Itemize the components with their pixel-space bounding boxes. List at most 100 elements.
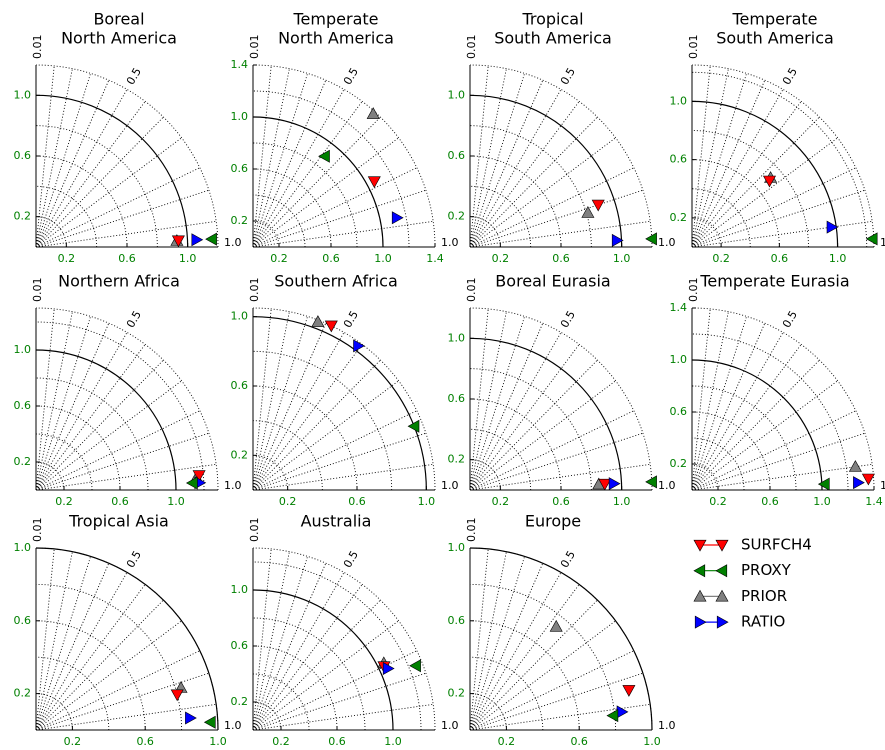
corr-tick-label: 0.01 <box>31 517 44 542</box>
corr-grid-line <box>469 189 644 248</box>
data-marker <box>861 473 875 486</box>
corr-grid-line <box>691 68 729 248</box>
panel-title: South America <box>494 29 612 48</box>
corr-grid-line <box>35 80 110 248</box>
corr-grid-line <box>252 89 345 248</box>
data-marker <box>353 339 365 353</box>
std-grid-arc <box>469 155 562 248</box>
corr-grid-line <box>469 116 598 248</box>
reference-arc <box>252 316 427 491</box>
x-tick-label: 0.6 <box>348 495 366 508</box>
taylor-panel: 0.2 0.6 1.0 0.2 0.6 1.0 0.01 0.5 1.0 BorealNorth … <box>14 10 242 266</box>
corr-grid-line <box>252 556 309 731</box>
corr-grid-line <box>469 73 526 248</box>
x-tick-label: 0.2 <box>492 495 510 508</box>
data-marker <box>581 205 595 218</box>
corr-grid-line <box>35 167 200 248</box>
panel-title: Temperate <box>293 10 379 29</box>
corr-grid-line <box>252 332 345 491</box>
corr-grid-line <box>469 101 580 248</box>
legend-marker <box>715 564 728 578</box>
corr-grid-line <box>252 548 272 731</box>
y-tick-label: 1.0 <box>231 110 249 123</box>
corr-grid-line <box>35 703 217 731</box>
corr-grid-line <box>252 220 434 248</box>
y-tick-label: 1.0 <box>448 331 466 344</box>
outer-arc <box>252 64 436 248</box>
x-tick-label: 0.2 <box>64 735 82 748</box>
x-tick-label: 0.6 <box>118 252 136 265</box>
y-tick-label: 1.0 <box>448 541 466 554</box>
corr-grid-line <box>469 167 634 248</box>
y-tick-label: 1.0 <box>14 88 32 101</box>
taylor-panel: 0.2 0.6 1.0 0.2 0.6 1.0 0.01 0.5 1.0 Northern Afr… <box>14 272 242 509</box>
corr-grid-line <box>469 703 651 731</box>
data-marker <box>366 107 380 119</box>
corr-grid-line <box>252 68 290 248</box>
reference-arc <box>35 94 189 248</box>
legend-marker <box>715 589 729 602</box>
data-marker <box>622 685 636 697</box>
x-tick-label: 0.2 <box>492 252 510 265</box>
std-grid-arc <box>691 463 719 491</box>
corr-grid-line <box>35 380 182 491</box>
corr-tick-label: 0.01 <box>465 34 478 59</box>
legend-marker <box>693 539 707 552</box>
y-tick-label: 0.2 <box>448 453 466 466</box>
corr-tick-label: 1.0 <box>441 479 459 492</box>
y-tick-label: 0.6 <box>670 405 688 418</box>
x-tick-label: 1.0 <box>829 252 847 265</box>
y-tick-label: 1.0 <box>448 88 466 101</box>
corr-grid-line <box>35 316 92 491</box>
corr-tick-label: 0.5 <box>341 549 361 571</box>
data-marker <box>318 149 330 163</box>
corr-grid-line <box>691 432 866 491</box>
data-marker <box>324 320 338 333</box>
outer-arc <box>35 307 219 491</box>
y-tick-label: 0.2 <box>231 214 249 227</box>
corr-grid-line <box>35 323 110 491</box>
corr-grid-line <box>35 584 146 731</box>
corr-tick-label: 0.5 <box>124 309 144 331</box>
y-tick-label: 0.2 <box>231 695 249 708</box>
x-tick-label: 1.0 <box>384 735 402 748</box>
corr-tick-label: 0.5 <box>780 309 800 331</box>
corr-grid-line <box>469 137 616 248</box>
panel-title: Boreal Eurasia <box>495 272 610 291</box>
std-grid-arc <box>252 561 422 731</box>
std-grid-arc <box>252 420 323 491</box>
x-tick-label: 0.2 <box>58 252 76 265</box>
y-tick-label: 1.0 <box>231 583 249 596</box>
std-grid-arc <box>691 130 809 248</box>
x-tick-label: 0.6 <box>322 252 340 265</box>
corr-grid-line <box>252 410 417 491</box>
std-grid-arc <box>252 168 332 248</box>
y-tick-label: 0.2 <box>14 210 32 223</box>
x-tick-label: 0.6 <box>328 735 346 748</box>
x-tick-label: 1.0 <box>167 495 185 508</box>
x-tick-label: 1.0 <box>613 252 631 265</box>
corr-tick-label: 0.5 <box>558 309 578 331</box>
corr-tick-label: 1.0 <box>224 719 242 732</box>
legend-entry: PRIOR <box>693 587 787 605</box>
taylor-panel: 0.2 0.6 1.0 0.2 0.6 1.0 0.01 0.5 1.0 Australia <box>231 512 459 749</box>
legend-label: PROXY <box>741 561 792 579</box>
std-grid-arc <box>252 142 358 248</box>
legend-label: PRIOR <box>741 587 787 605</box>
corr-tick-label: 0.01 <box>31 277 44 302</box>
corr-grid-line <box>252 599 381 731</box>
taylor-panel: 0.20.61.01.40.20.61.01.40.010.51.0Temper… <box>670 272 885 509</box>
taylor-panel: 0.2 0.6 1.0 0.2 0.6 1.0 0.01 0.5 1.0 Boreal Euras… <box>448 272 676 509</box>
corr-grid-line <box>35 137 182 248</box>
reference-arc <box>691 100 839 248</box>
corr-tick-label: 0.01 <box>687 277 700 302</box>
corr-grid-line <box>252 584 363 731</box>
std-grid-arc <box>252 645 338 731</box>
corr-grid-line <box>469 563 544 731</box>
corr-grid-line <box>469 551 507 731</box>
taylor-panel: 0.2 0.6 1.0 0.2 0.6 1.0 0.01 0.5 1.0 TemperateSou… <box>670 10 885 266</box>
std-grid-arc <box>469 693 507 731</box>
